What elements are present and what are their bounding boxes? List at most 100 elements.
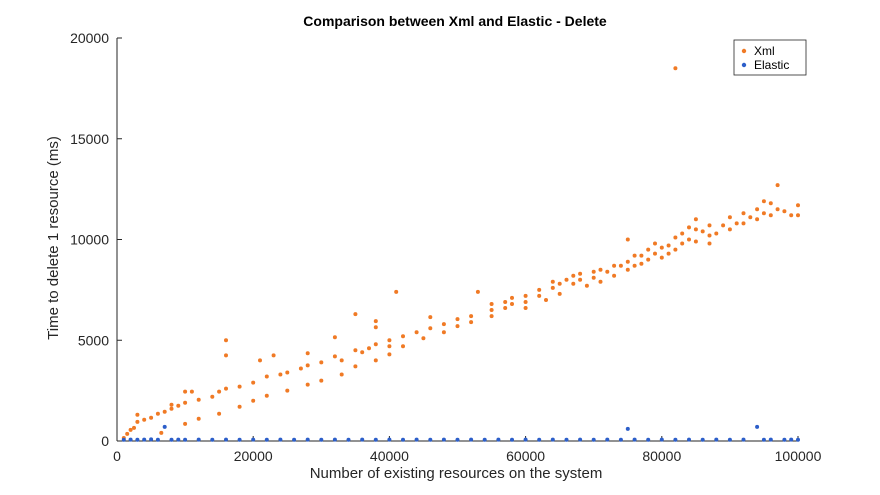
point-xml [264,393,269,398]
x-axis-ticks: 0 20000 40000 60000 80000 100000 [113,436,822,464]
point-xml [666,251,671,256]
point-xml [796,213,800,218]
point-xml [298,366,303,371]
point-xml [727,227,732,232]
point-elastic [646,437,651,442]
point-xml [748,215,753,220]
point-xml [224,386,228,391]
point-elastic [428,437,433,442]
point-xml [264,374,269,379]
point-xml [680,231,685,236]
point-xml [618,263,623,268]
point-xml [625,259,630,264]
point-xml [721,223,726,228]
point-elastic [591,437,596,442]
point-elastic [761,437,766,442]
point-elastic [360,437,365,442]
point-elastic [714,437,719,442]
point-elastic [578,437,583,442]
x-tick-label: 20000 [234,448,273,464]
x-tick-label: 40000 [370,448,409,464]
point-xml [523,293,528,298]
point-elastic [401,437,405,442]
point-xml [162,409,167,414]
point-elastic [564,437,569,442]
y-axis-label: Time to delete 1 resource (ms) [45,136,62,340]
point-xml [673,247,678,252]
x-tick-label: 60000 [506,448,545,464]
point-xml [217,389,222,394]
point-xml [653,241,657,246]
point-xml [441,322,446,327]
point-xml [155,411,160,416]
y-axis-ticks: 0 5000 10000 15000 20000 [70,30,122,449]
point-xml [251,380,256,385]
point-xml [741,221,746,226]
point-xml [258,358,262,363]
point-xml [707,241,712,246]
point-elastic [537,437,542,442]
point-elastic [155,437,160,442]
point-xml [591,269,596,274]
point-xml [183,400,188,405]
point-xml [503,306,508,310]
point-elastic [482,437,487,442]
point-xml [796,203,800,208]
point-xml [455,324,460,329]
point-elastic [176,437,181,442]
point-xml [319,378,324,383]
point-elastic [659,437,664,442]
point-xml [469,314,474,319]
point-xml [373,319,378,324]
point-elastic [162,424,167,429]
point-xml [149,415,154,420]
point-xml [632,263,637,268]
point-xml [707,223,712,228]
point-xml [169,402,174,407]
point-elastic [496,437,501,442]
point-xml [319,360,324,365]
point-xml [659,255,664,260]
point-xml [707,233,712,238]
point-elastic [455,437,460,442]
point-elastic [523,437,528,442]
point-elastic [441,437,446,442]
point-elastic [687,437,691,442]
point-elastic [319,437,324,442]
point-xml [305,351,310,356]
point-elastic [387,437,392,442]
point-elastic [332,437,337,442]
point-xml [360,350,365,355]
point-xml [489,308,494,312]
point-xml [503,300,508,304]
point-xml [598,279,603,284]
series-xml [121,66,800,440]
point-xml [387,352,392,357]
point-elastic [264,437,269,442]
point-xml [687,225,691,230]
point-xml [176,403,181,408]
point-xml [761,199,766,204]
point-xml [271,353,276,358]
point-xml [605,269,610,274]
point-elastic [183,437,188,442]
point-xml [523,306,528,310]
point-elastic [768,437,773,442]
point-xml [183,421,188,426]
point-elastic [618,437,623,442]
point-xml [353,348,358,353]
point-elastic [278,437,283,442]
point-xml [183,389,188,394]
point-xml [557,291,562,296]
point-xml [353,364,358,369]
point-elastic [550,437,555,442]
point-elastic [755,424,760,429]
chart-title: Comparison between Xml and Elastic - Del… [303,13,607,29]
point-xml [550,279,555,284]
point-xml [755,217,760,222]
point-xml [734,221,739,226]
legend: Xml Elastic [733,39,807,76]
point-xml [653,251,657,256]
point-elastic [237,437,242,442]
